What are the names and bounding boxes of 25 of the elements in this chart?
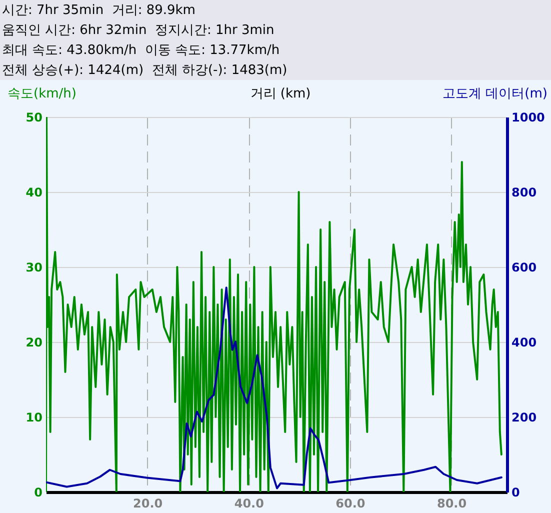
y-tick-label: 30 (26, 260, 42, 274)
y2-tick-label: 800 (512, 186, 537, 200)
y-tick-label: 40 (26, 186, 42, 200)
y2-tick-label: 600 (512, 260, 537, 274)
y2-axis-title: 고도계 데이터(m) (442, 86, 548, 102)
text: 움직인 시간: 6hr 32min 정지시간: 1hr 3min (2, 22, 276, 40)
y-tick-label: 0 (34, 486, 42, 500)
y2-tick-label: 400 (512, 336, 537, 350)
line-series (46, 117, 502, 492)
y2-tick-label: 0 (512, 486, 520, 500)
y-tick-label: 20 (26, 336, 42, 350)
x-tick-label: 80.0 (436, 496, 467, 510)
text: 최대 속도: 43.80km/h 이동 속도: 13.77km/h (2, 42, 281, 60)
y-tick-label: 50 (26, 110, 42, 124)
y-tick-label: 10 (26, 410, 42, 424)
x-tick-label: 40.0 (234, 496, 264, 510)
x-axis-title: 거리 (km) (250, 86, 311, 102)
text: 전체 상승(+): 1424(m) 전체 하강(-): 1483(m) (2, 62, 288, 80)
x-tick-label: 60.0 (336, 496, 366, 510)
line-series (46, 286, 502, 490)
x-tick-label: 20.0 (133, 496, 163, 510)
y-axis-title: 속도(km/h) (8, 86, 76, 102)
text: 시간: 7hr 35min 거리: 89.9km (2, 2, 196, 20)
y2-tick-label: 200 (512, 410, 537, 424)
y2-tick-label: 1000 (512, 110, 545, 124)
